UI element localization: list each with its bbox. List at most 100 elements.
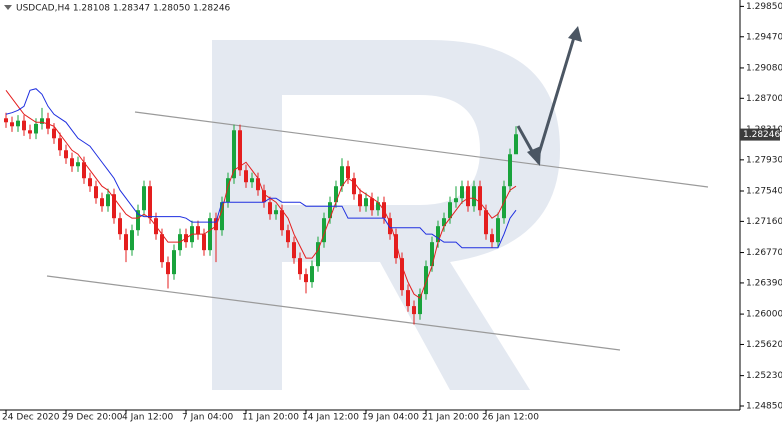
price-label: 1.28246 <box>743 130 780 140</box>
y-tick-label: 1.29470 <box>746 32 782 42</box>
y-tick-label: 1.25230 <box>746 371 782 381</box>
candle-body <box>466 186 470 207</box>
candle-body <box>442 218 446 227</box>
candle-body <box>292 242 296 259</box>
candle-body <box>28 130 32 134</box>
candle-body <box>130 230 134 251</box>
candle-body <box>76 162 80 167</box>
candle-body <box>196 226 200 235</box>
candle-body <box>58 138 62 151</box>
candle-body <box>232 130 236 179</box>
candle-body <box>52 128 56 139</box>
y-tick-label: 1.27160 <box>746 217 782 227</box>
candle-body <box>262 190 266 203</box>
x-tick-label: 24 Dec 2020 <box>2 413 60 423</box>
indicator-line <box>5 88 517 249</box>
candle-body <box>220 202 224 231</box>
candle-body <box>160 234 164 263</box>
candle-body <box>424 266 428 295</box>
candle-body <box>472 186 476 207</box>
candle-body <box>478 186 482 211</box>
candle-body <box>328 202 332 219</box>
candle-body <box>226 178 230 203</box>
candle-body <box>208 218 212 251</box>
y-tick-label: 1.24850 <box>746 402 782 412</box>
candle-body <box>136 210 140 231</box>
candle-body <box>286 230 290 243</box>
candle-body <box>202 234 206 251</box>
candle-body <box>94 186 98 199</box>
candle-body <box>484 210 488 235</box>
candle-body <box>112 194 116 219</box>
candle-body <box>34 123 38 134</box>
candle-body <box>142 186 146 211</box>
y-tick-label: 1.26000 <box>746 310 782 320</box>
price-label-box <box>740 128 780 141</box>
candle-body <box>106 194 110 207</box>
y-tick-label: 1.29850 <box>746 2 782 12</box>
candle-body <box>238 130 242 171</box>
candle-body <box>508 154 512 187</box>
candle-body <box>454 198 458 203</box>
x-tick-label: 11 Jan 20:00 <box>242 413 299 423</box>
candle-body <box>88 178 92 187</box>
candle-body <box>148 186 152 219</box>
candle-body <box>460 186 464 199</box>
candle-body <box>352 178 356 195</box>
y-tick-label: 1.26390 <box>746 278 782 288</box>
candle-body <box>250 178 254 183</box>
candle-body <box>370 198 374 211</box>
candle-body <box>412 306 416 315</box>
candle-body <box>118 218 122 235</box>
indicator-line <box>5 90 517 299</box>
candle-body <box>490 234 494 243</box>
x-tick-label: 14 Jan 12:00 <box>302 413 359 423</box>
candle-body <box>64 150 68 159</box>
candle-body <box>70 158 74 167</box>
candle-body <box>430 242 434 267</box>
candle-body <box>10 122 14 127</box>
candle-body <box>82 162 86 179</box>
candle-body <box>406 290 410 307</box>
chart-title: USDCAD,H4 1.28108 1.28347 1.28050 1.2824… <box>16 4 231 14</box>
candle-body <box>214 218 218 231</box>
candle-body <box>496 218 500 243</box>
candle-body <box>334 186 338 203</box>
candle-body <box>418 294 422 315</box>
y-tick-label: 1.25620 <box>746 340 782 350</box>
x-tick-label: 26 Jan 12:00 <box>482 413 539 423</box>
candle-body <box>400 258 404 291</box>
candle-body <box>316 242 320 267</box>
lower-trend-line <box>46 275 621 351</box>
candle-body <box>514 134 518 155</box>
y-tick-label: 1.27930 <box>746 155 782 165</box>
y-tick-label: 1.29080 <box>746 63 782 73</box>
candle-body <box>298 258 302 275</box>
x-tick-label: 7 Jan 04:00 <box>182 413 234 423</box>
candle-body <box>172 250 176 275</box>
candle-body <box>4 118 8 123</box>
title-icon <box>4 5 12 10</box>
candle-body <box>166 262 170 275</box>
arrow-head <box>527 146 541 166</box>
x-tick-label: 19 Jan 04:00 <box>362 413 419 423</box>
candle-body <box>280 210 284 231</box>
candle-body <box>100 198 104 207</box>
candle-body <box>244 170 248 183</box>
y-tick-label: 1.27540 <box>746 187 782 197</box>
candle-body <box>448 202 452 219</box>
candle-body <box>376 202 380 211</box>
candle-body <box>364 198 368 207</box>
candle-body <box>358 194 362 207</box>
candle-body <box>268 202 272 215</box>
y-tick-label: 1.28700 <box>746 94 782 104</box>
candle-body <box>394 234 398 259</box>
upper-trend-line <box>134 111 709 188</box>
candle-body <box>388 218 392 235</box>
x-tick-label: 4 Jan 12:00 <box>122 413 174 423</box>
candle-body <box>346 166 350 179</box>
candle-body <box>310 266 314 283</box>
candle-body <box>436 226 440 243</box>
candle-body <box>340 166 344 187</box>
